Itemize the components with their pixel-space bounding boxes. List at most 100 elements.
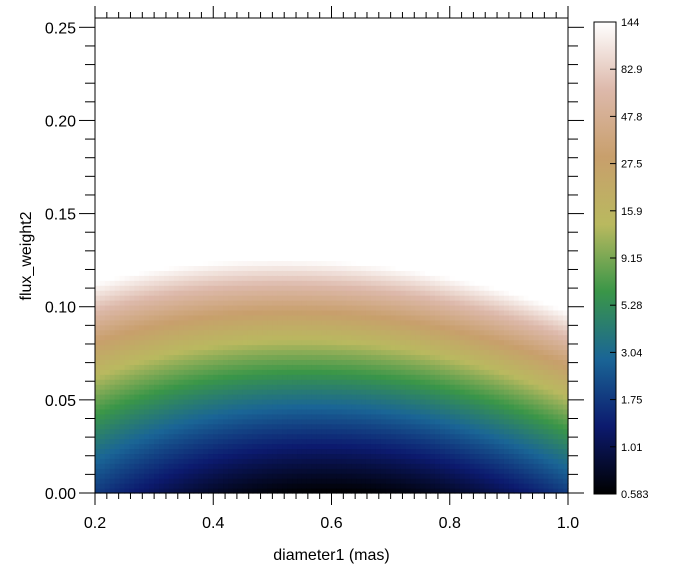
heatmap-cell — [267, 398, 273, 405]
heatmap-cell — [311, 369, 318, 375]
heatmap-cell — [173, 374, 180, 380]
heatmap-cell — [326, 458, 333, 464]
heatmap-cell — [237, 136, 244, 143]
heatmap-cell — [336, 255, 342, 262]
heatmap-cell — [168, 136, 175, 143]
heatmap-cell — [242, 102, 249, 108]
heatmap-cell — [203, 62, 209, 69]
heatmap-cell — [99, 141, 106, 148]
heatmap-cell — [282, 67, 288, 74]
heatmap-cell — [129, 52, 136, 59]
heatmap-cell — [139, 62, 145, 69]
heatmap-cell — [149, 107, 155, 113]
heatmap-cell — [193, 235, 200, 242]
heatmap-cell — [99, 364, 106, 370]
heatmap-cell — [262, 280, 269, 286]
heatmap-cell — [232, 220, 239, 227]
heatmap-cell — [173, 255, 180, 262]
heatmap-cell — [282, 260, 288, 266]
heatmap-cell — [252, 468, 259, 474]
heatmap-cell — [178, 156, 185, 163]
heatmap-cell — [247, 394, 254, 400]
heatmap-cell — [183, 161, 190, 168]
heatmap-cell — [149, 413, 155, 420]
heatmap-cell — [114, 384, 121, 390]
heatmap-cell — [223, 97, 229, 103]
heatmap-cell — [109, 443, 116, 450]
heatmap-cell — [163, 32, 170, 39]
heatmap-cell — [326, 270, 333, 276]
heatmap-cell — [242, 339, 249, 346]
heatmap-cell — [208, 275, 214, 281]
heatmap-cell — [292, 290, 298, 296]
heatmap-cell — [124, 171, 131, 177]
heatmap-cell — [267, 275, 273, 281]
heatmap-cell — [223, 220, 229, 227]
heatmap-cell — [119, 220, 126, 227]
heatmap-cell — [267, 458, 273, 464]
heatmap-cell — [139, 260, 145, 266]
heatmap-cell — [124, 215, 131, 222]
heatmap-cell — [163, 418, 170, 425]
heatmap-cell — [134, 488, 140, 494]
heatmap-cell — [213, 354, 219, 361]
heatmap-cell — [178, 230, 185, 237]
heatmap-cell — [129, 220, 136, 227]
heatmap-cell — [119, 339, 126, 346]
heatmap-cell — [154, 22, 160, 29]
heatmap-cell — [311, 344, 318, 351]
heatmap-cell — [321, 374, 328, 380]
heatmap-cell — [326, 304, 333, 311]
heatmap-cell — [316, 37, 323, 44]
heatmap-cell — [257, 275, 264, 281]
heatmap-cell — [154, 77, 160, 83]
heatmap-cell — [188, 453, 195, 459]
heatmap-cell — [159, 82, 165, 88]
heatmap-cell — [316, 235, 323, 242]
heatmap-cell — [193, 488, 200, 494]
heatmap-cell — [316, 280, 323, 286]
heatmap-cell — [168, 304, 175, 311]
heatmap-cell — [188, 77, 195, 83]
heatmap-cell — [203, 102, 209, 108]
heatmap-cell — [198, 344, 204, 351]
heatmap-cell — [139, 18, 145, 24]
heatmap-cell — [198, 67, 204, 74]
heatmap-cell — [154, 191, 160, 197]
heatmap-cell — [267, 483, 273, 489]
heatmap-cell — [218, 42, 224, 49]
heatmap-cell — [331, 201, 338, 207]
heatmap-cell — [95, 329, 101, 336]
heatmap-cell — [168, 364, 175, 370]
heatmap-cell — [237, 314, 244, 321]
heatmap-cell — [163, 181, 170, 187]
heatmap-cell — [262, 67, 269, 74]
heatmap-cell — [272, 250, 278, 257]
heatmap-cell — [306, 314, 313, 321]
heatmap-cell — [306, 473, 313, 479]
heatmap-cell — [272, 344, 278, 351]
heatmap-cell — [99, 458, 106, 464]
heatmap-cell — [134, 329, 140, 336]
heatmap-cell — [306, 398, 313, 405]
heatmap-cell — [282, 448, 288, 455]
heatmap-cell — [104, 52, 111, 59]
heatmap-cell — [213, 57, 219, 64]
heatmap-cell — [119, 121, 126, 128]
heatmap-cell — [139, 359, 145, 365]
heatmap-cell — [95, 22, 101, 29]
heatmap-cell — [341, 22, 347, 29]
heatmap-cell — [336, 260, 342, 266]
heatmap-cell — [228, 191, 234, 197]
heatmap-cell — [203, 220, 209, 227]
heatmap-cell — [321, 478, 328, 484]
heatmap-cell — [242, 166, 249, 172]
heatmap-cell — [301, 309, 308, 316]
heatmap-cell — [341, 82, 347, 88]
heatmap-cell — [124, 458, 131, 464]
heatmap-cell — [282, 433, 288, 440]
heatmap-cell — [95, 235, 101, 242]
heatmap-cell — [292, 354, 298, 361]
heatmap-cell — [218, 92, 224, 98]
heatmap-cell — [154, 285, 160, 291]
